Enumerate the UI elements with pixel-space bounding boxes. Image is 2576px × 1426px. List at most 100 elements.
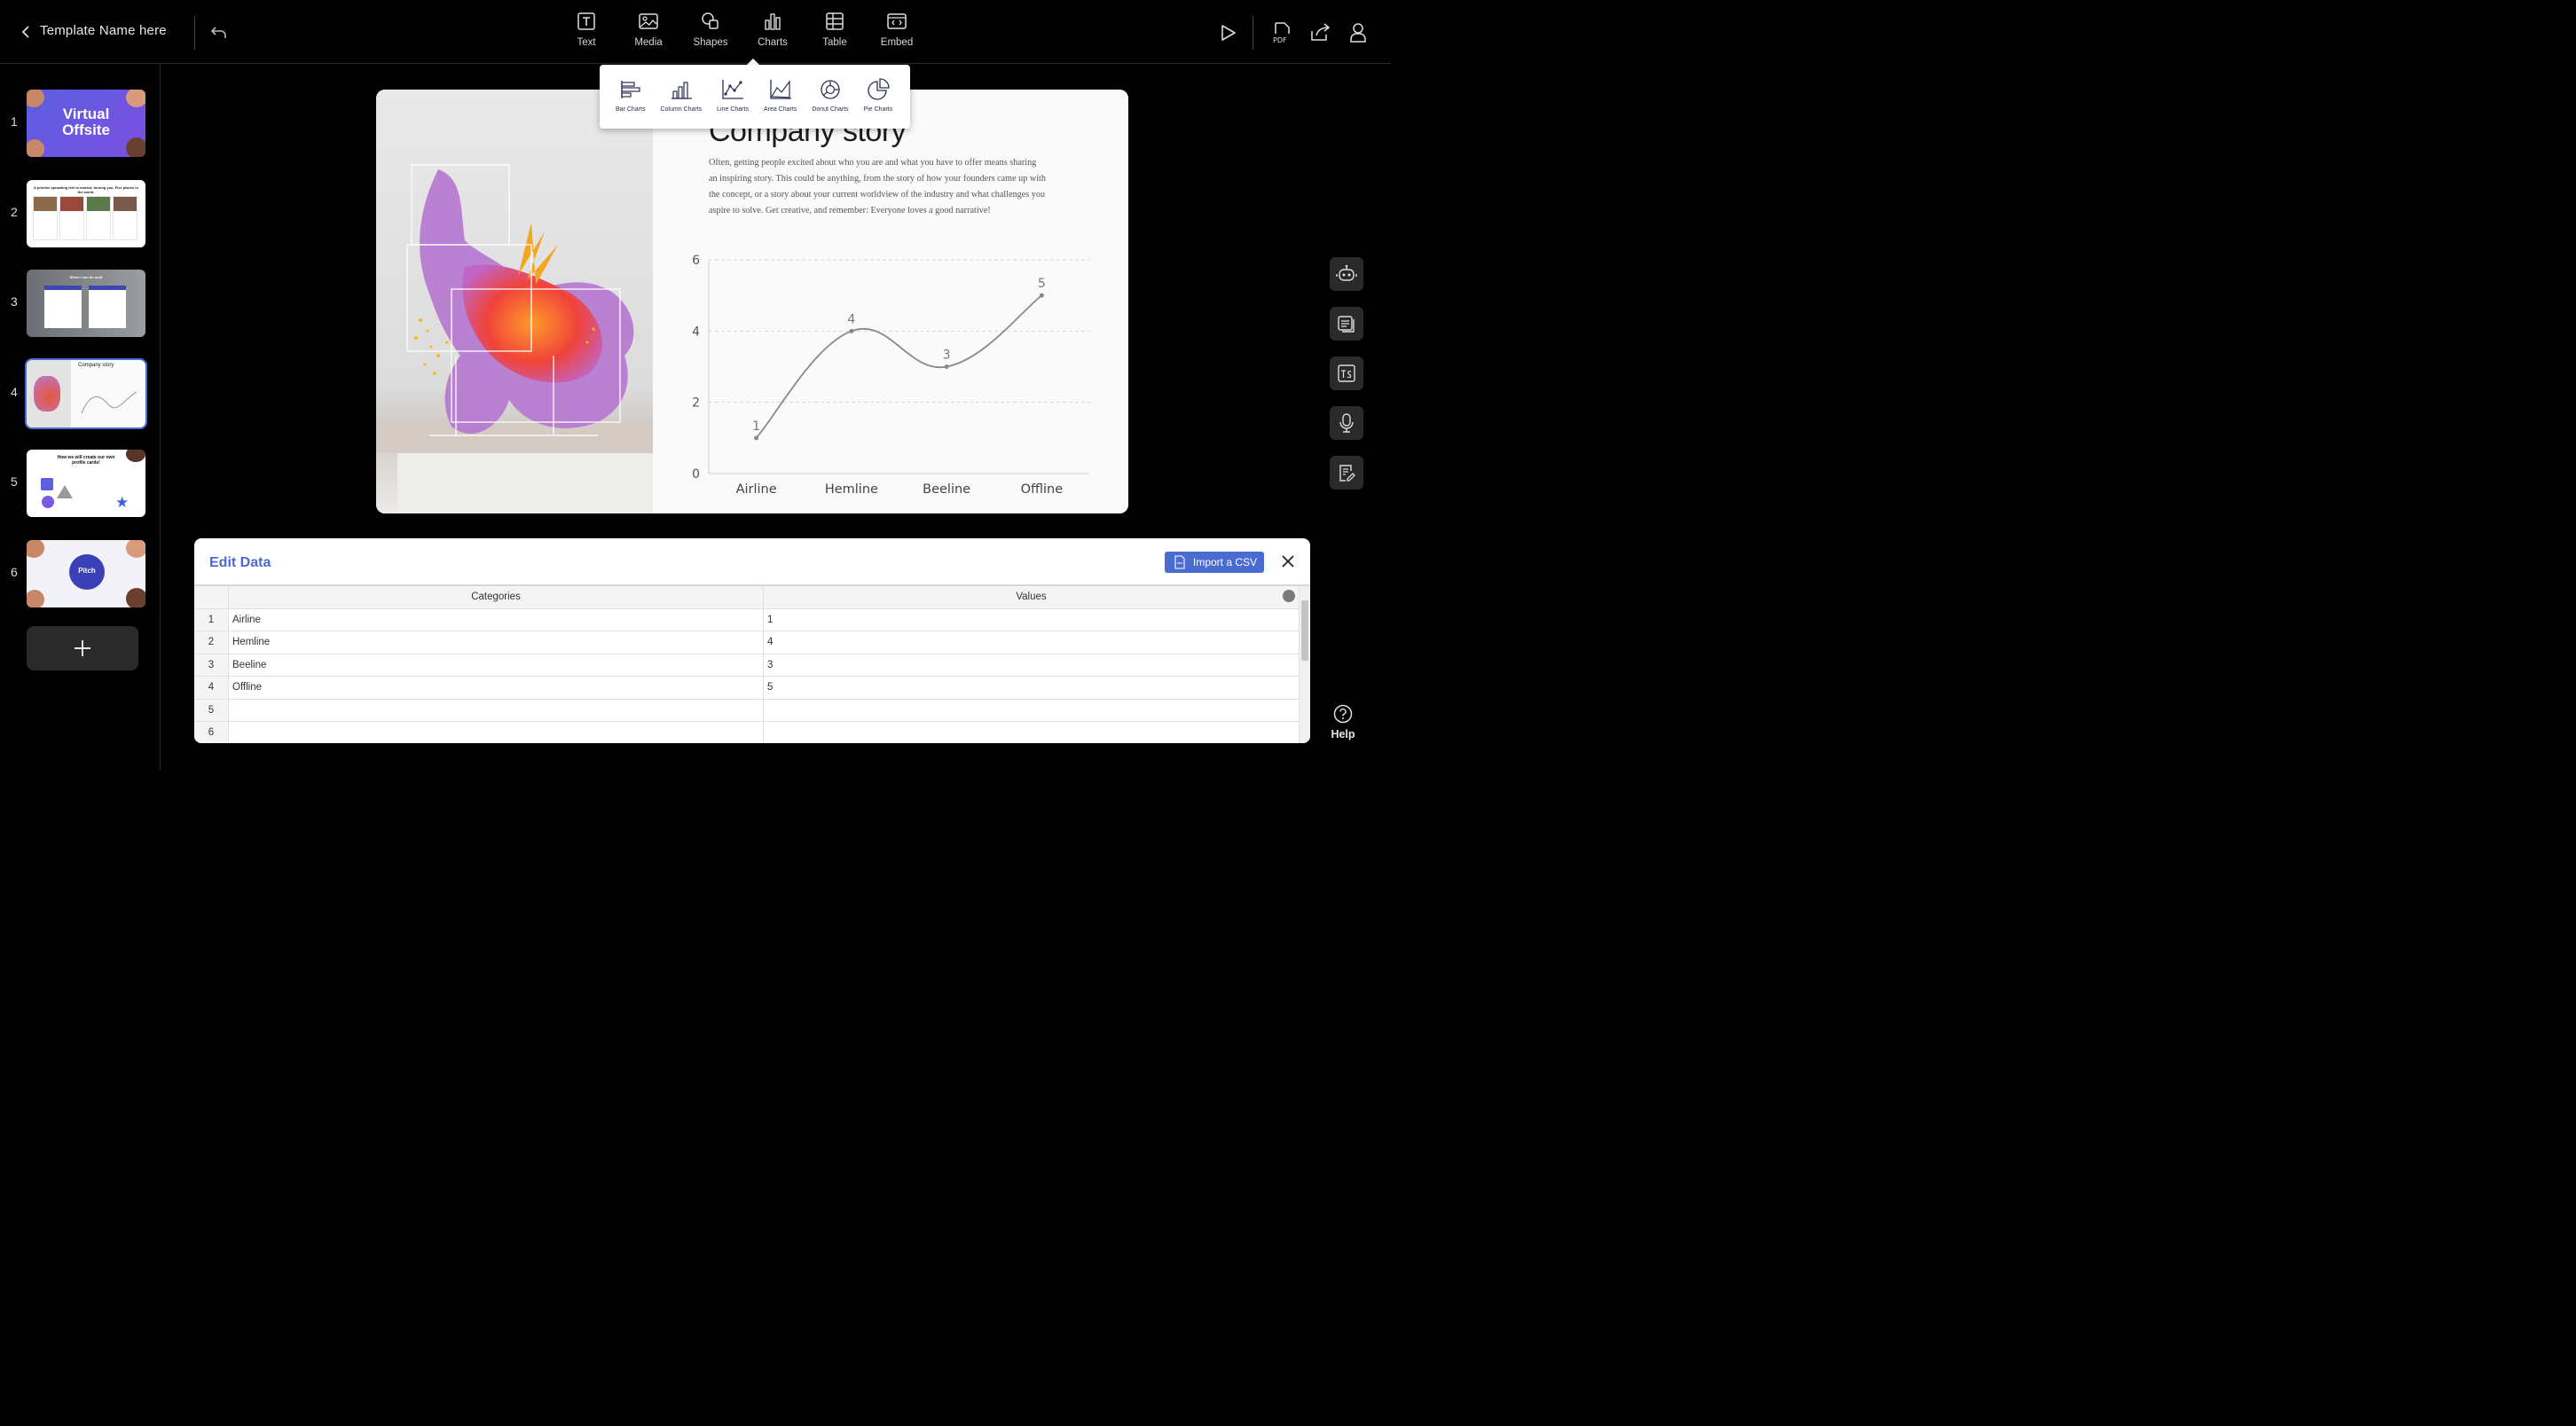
charts-menu-caret <box>747 59 759 65</box>
slide-thumbnail-3[interactable]: When I can do stuff <box>27 270 145 337</box>
ai-assistant-button[interactable] <box>1330 257 1363 291</box>
help-label: Help <box>1331 728 1355 740</box>
column-options-button[interactable] <box>1283 590 1295 602</box>
charts-icon <box>762 11 783 32</box>
value-cell[interactable] <box>764 722 1300 743</box>
charts-dropdown-menu: Bar Charts Column Charts Line Charts Are… <box>600 65 910 129</box>
data-label: 1 <box>752 419 760 434</box>
help-button[interactable]: Help <box>1325 704 1361 740</box>
tool-embed[interactable]: Embed <box>866 11 928 48</box>
tool-charts[interactable]: Charts <box>742 11 804 48</box>
slide-thumbnail-row: 2 A pristine sprawling feel to market, t… <box>0 180 161 247</box>
top-bar: Template Name here Text Media Shapes <box>0 0 1391 65</box>
category-cell[interactable] <box>229 699 764 721</box>
chart-type-bar[interactable]: Bar Charts <box>616 77 645 129</box>
tool-text[interactable]: Text <box>555 11 617 48</box>
bar-chart-icon <box>621 81 640 98</box>
template-name[interactable]: Template Name here <box>40 23 167 38</box>
value-cell[interactable]: 3 <box>764 654 1300 676</box>
tool-label: Charts <box>758 37 788 48</box>
chart-type-donut[interactable]: Donut Charts <box>812 77 849 129</box>
slide-thumbnail-row: 4 Company story <box>0 358 161 429</box>
category-cell[interactable]: Hemline <box>229 631 764 654</box>
voice-button[interactable] <box>1330 406 1363 440</box>
chart-type-column[interactable]: Column Charts <box>660 77 702 129</box>
grid-scrollbar-thumb[interactable] <box>1301 600 1308 661</box>
import-csv-label: Import a CSV <box>1193 556 1258 568</box>
y-tick-label: 4 <box>692 325 700 339</box>
category-cell[interactable]: Airline <box>229 608 764 631</box>
tool-media[interactable]: Media <box>617 11 679 48</box>
series-line <box>755 294 1042 439</box>
slide-thumbnail-1[interactable]: Virtual Offsite <box>27 90 145 157</box>
data-grid: Categories Values 1 Airline 1 2 Hemline … <box>194 584 1310 743</box>
column-header-categories[interactable]: Categories <box>229 586 764 608</box>
value-cell[interactable] <box>764 699 1300 721</box>
tool-label: Table <box>822 37 847 48</box>
category-cell[interactable]: Beeline <box>229 654 764 676</box>
category-cell[interactable]: Offline <box>229 677 764 699</box>
sculpture-image[interactable] <box>376 90 653 513</box>
slide-thumbnail-5[interactable]: How we will create our own profile cards… <box>27 450 145 517</box>
table-row: 5 <box>194 699 1310 722</box>
slide-thumbnail-row: 6 Pitch <box>0 540 161 607</box>
slide-body-text[interactable]: Often, getting people excited about who … <box>709 158 1046 215</box>
line-chart-icon <box>722 80 744 99</box>
slide-number: 3 <box>11 294 18 309</box>
table-row: 6 <box>194 722 1310 743</box>
thumb-title: Offsite <box>62 121 110 138</box>
table-row: 2 Hemline 4 <box>194 631 1310 654</box>
slide-canvas[interactable]: Company story Often, getting people exci… <box>376 90 1128 513</box>
notes-button[interactable] <box>1330 456 1363 490</box>
back-icon[interactable] <box>16 21 35 43</box>
share-icon[interactable] <box>1309 21 1332 44</box>
chart-type-pie[interactable]: Pie Charts <box>864 77 892 129</box>
notes-edit-icon <box>1339 465 1355 482</box>
close-icon[interactable] <box>1278 552 1298 571</box>
slides-sidebar: 1 Virtual Offsite 2 A pristine sprawling… <box>0 64 161 770</box>
pdf-export-icon[interactable]: PDF <box>1270 21 1293 44</box>
value-cell[interactable]: 1 <box>764 608 1300 631</box>
thumb-circle-shape <box>42 496 54 508</box>
tool-table[interactable]: Table <box>804 11 866 48</box>
import-csv-button[interactable]: Import a CSV <box>1165 552 1264 573</box>
column-header-values[interactable]: Values <box>764 586 1300 608</box>
user-account-icon[interactable] <box>1347 21 1370 44</box>
edit-data-panel: Edit Data Import a CSV Categories Values… <box>194 538 1310 743</box>
slide-thumbnail-6[interactable]: Pitch <box>27 540 145 607</box>
data-label: 3 <box>943 349 951 363</box>
slide-hand-decoration <box>126 90 145 107</box>
data-point <box>1039 293 1044 298</box>
y-tick-label: 0 <box>692 467 700 482</box>
tool-shapes[interactable]: Shapes <box>679 11 742 48</box>
add-slide-button[interactable] <box>27 626 138 670</box>
data-point <box>849 328 854 333</box>
shapes-icon <box>700 11 721 32</box>
line-chart[interactable]: 0 2 4 6 Airline Hemline Beeline Offline 1 4 3 5 <box>679 249 1105 498</box>
slides-panel-button[interactable] <box>1330 307 1363 341</box>
value-cell[interactable]: 5 <box>764 677 1300 699</box>
row-number: 4 <box>194 677 229 699</box>
present-play-icon[interactable] <box>1216 21 1239 44</box>
value-cell[interactable]: 4 <box>764 631 1300 654</box>
thumb-heading: Pitch <box>78 567 96 575</box>
text-icon <box>576 11 597 32</box>
chart-type-area[interactable]: Area Charts <box>764 77 797 129</box>
slide-thumbnail-row: 5 How we will create our own profile car… <box>0 450 161 517</box>
grid-scrollbar[interactable] <box>1300 586 1310 743</box>
chart-type-line[interactable]: Line Charts <box>717 77 749 129</box>
slide-hand-decoration <box>126 588 145 607</box>
y-tick-label: 6 <box>692 254 700 268</box>
chart-type-label: Bar Charts <box>616 106 646 113</box>
csv-file-icon <box>1174 555 1185 569</box>
donut-chart-icon <box>821 80 840 99</box>
row-number-header <box>194 586 229 608</box>
slide-thumbnail-4[interactable]: Company story <box>25 358 147 429</box>
undo-icon[interactable] <box>208 22 230 43</box>
microphone-icon <box>1339 413 1354 433</box>
data-point <box>754 435 759 441</box>
text-style-button[interactable] <box>1330 356 1363 390</box>
slide-thumbnail-2[interactable]: A pristine sprawling feel to market, tur… <box>27 180 145 247</box>
thumb-line-chart <box>81 391 137 414</box>
category-cell[interactable] <box>229 722 764 743</box>
